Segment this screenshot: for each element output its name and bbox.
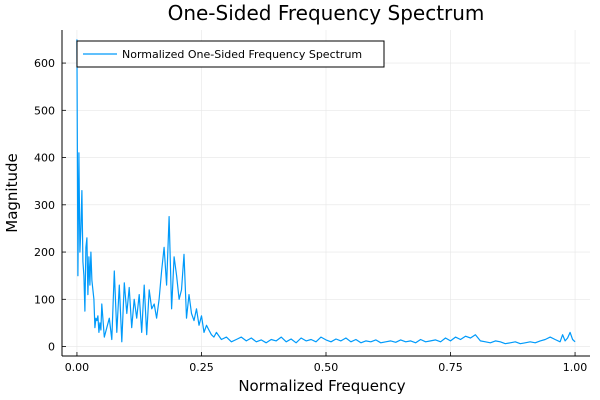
y-ticks: 0 100 200 300 400 500 600 <box>34 57 66 354</box>
y-tick-label: 200 <box>34 246 55 259</box>
x-axis-title: Normalized Frequency <box>238 377 405 395</box>
y-tick-label: 500 <box>34 104 55 117</box>
legend: Normalized One-Sided Frequency Spectrum <box>76 40 385 68</box>
spectrum-series-line <box>76 39 576 345</box>
legend-label: Normalized One-Sided Frequency Spectrum <box>122 48 362 61</box>
x-tick-label: 0.75 <box>438 361 463 374</box>
x-tick-label: 0.50 <box>314 361 339 374</box>
y-tick-label: 600 <box>34 57 55 70</box>
chart-title: One-Sided Frequency Spectrum <box>168 1 485 25</box>
y-tick-label: 300 <box>34 199 55 212</box>
y-tick-label: 100 <box>34 293 55 306</box>
y-tick-label: 0 <box>48 341 55 354</box>
x-ticks: 0.00 0.25 0.50 0.75 1.00 <box>65 352 588 374</box>
grid-lines <box>62 30 590 356</box>
x-tick-label: 1.00 <box>563 361 588 374</box>
y-axis-title: Magnitude <box>3 153 21 232</box>
y-tick-label: 400 <box>34 152 55 165</box>
x-tick-label: 0.00 <box>65 361 90 374</box>
x-tick-label: 0.25 <box>189 361 214 374</box>
legend-box <box>76 40 385 68</box>
